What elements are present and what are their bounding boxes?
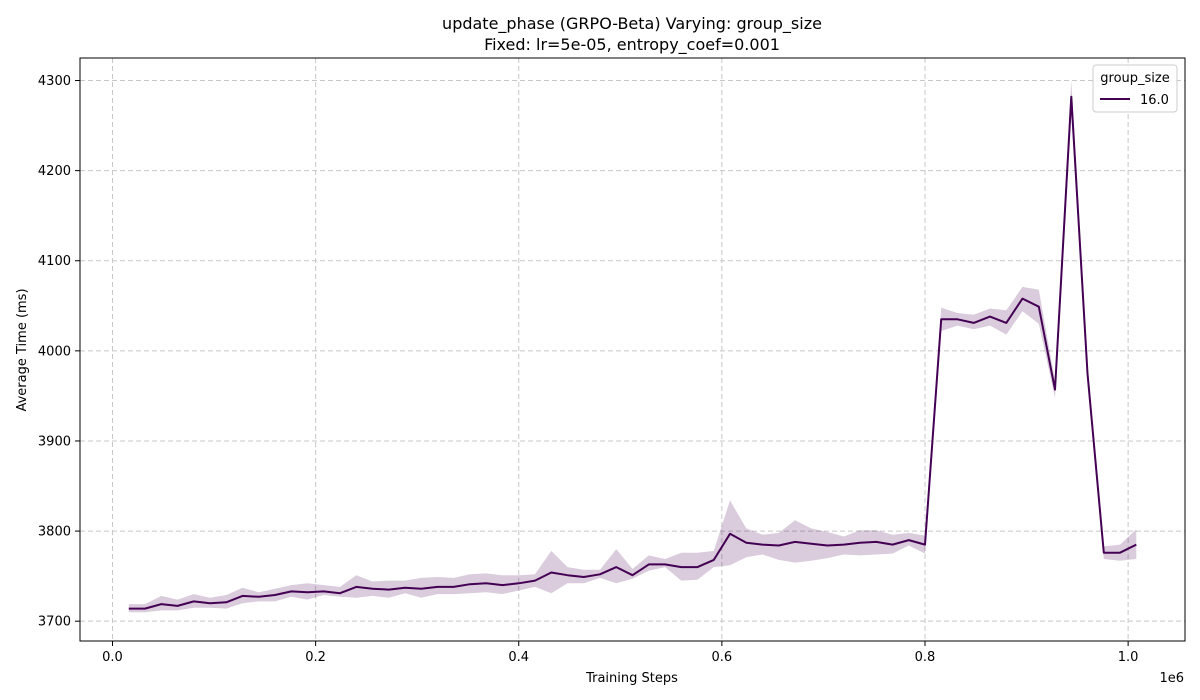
y-tick-label: 4300 bbox=[38, 74, 71, 89]
y-tick-label: 4200 bbox=[38, 164, 71, 179]
chart-title: update_phase (GRPO-Beta) Varying: group_… bbox=[442, 14, 822, 34]
x-tick-label: 0.6 bbox=[712, 650, 733, 665]
legend-entry: 16.0 bbox=[1140, 93, 1169, 108]
y-axis: 3700 3800 3900 4000 4100 4200 4300 bbox=[38, 74, 80, 630]
y-tick-label: 3700 bbox=[38, 615, 71, 630]
x-axis: 0.0 0.2 0.4 0.6 0.8 1.0 bbox=[102, 641, 1138, 665]
y-tick-label: 3800 bbox=[38, 525, 71, 540]
plot-frame bbox=[79, 57, 1186, 642]
x-axis-label: Training Steps bbox=[585, 671, 678, 686]
x-tick-label: 0.2 bbox=[305, 650, 326, 665]
y-axis-label: Average Time (ms) bbox=[15, 288, 30, 411]
x-tick-label: 0.8 bbox=[915, 650, 936, 665]
y-tick-label: 4000 bbox=[38, 344, 71, 359]
legend: group_size 16.0 bbox=[1092, 64, 1178, 113]
y-tick-label: 4100 bbox=[38, 254, 71, 269]
series-lines bbox=[128, 95, 1137, 610]
x-tick-label: 0.0 bbox=[102, 650, 123, 665]
x-tick-label: 1.0 bbox=[1118, 650, 1139, 665]
legend-box bbox=[1092, 64, 1178, 113]
series-line bbox=[128, 95, 1137, 610]
grid bbox=[80, 58, 1185, 641]
x-axis-offset-label: 1e6 bbox=[1159, 671, 1184, 686]
chart-subtitle: Fixed: lr=5e-05, entropy_coef=0.001 bbox=[484, 35, 780, 55]
y-tick-label: 3900 bbox=[38, 434, 71, 449]
x-tick-label: 0.4 bbox=[508, 650, 529, 665]
legend-title: group_size bbox=[1100, 71, 1169, 86]
